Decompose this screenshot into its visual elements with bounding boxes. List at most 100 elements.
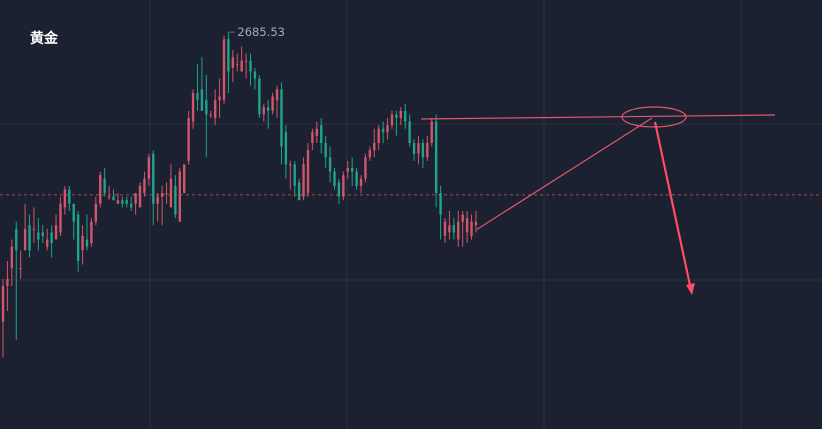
candle-body [324, 143, 327, 158]
candle [461, 210, 464, 247]
candle [381, 121, 385, 143]
candle [85, 214, 89, 251]
candle-body [470, 221, 473, 236]
candle [346, 160, 349, 179]
candle-body [457, 221, 460, 240]
candle-body [333, 171, 336, 186]
candle [421, 139, 425, 169]
candle [328, 146, 332, 183]
candle [15, 221, 18, 340]
candle-body [63, 189, 67, 208]
candle [68, 185, 71, 211]
candle-body [404, 110, 407, 122]
candle-body [452, 225, 456, 233]
candle-body [297, 182, 301, 201]
candle [147, 153, 151, 186]
candle-body [125, 200, 128, 204]
candle-body [76, 214, 80, 261]
candle-body [15, 228, 18, 251]
candle [134, 193, 137, 215]
candle [50, 225, 53, 258]
candle-body [152, 153, 155, 204]
candle [377, 125, 380, 151]
candle-body [386, 125, 389, 133]
candle [90, 218, 93, 247]
candle-body [381, 128, 385, 133]
candle [218, 78, 221, 118]
candle-body [293, 164, 296, 186]
candle [342, 171, 345, 201]
candle [125, 196, 128, 208]
candle-body [275, 89, 279, 101]
projection-up-line [476, 117, 653, 230]
candle [452, 218, 456, 240]
candle [275, 85, 279, 118]
candle [267, 100, 270, 129]
candle [209, 110, 212, 118]
candle-body [81, 235, 84, 251]
chart-title: 黄金 [30, 31, 58, 47]
candle [439, 185, 442, 240]
candle-body [200, 89, 204, 111]
candle-body [289, 164, 292, 166]
candle-body [350, 168, 354, 172]
candle-body [439, 193, 442, 215]
candle [240, 46, 243, 72]
candle-body [373, 143, 376, 151]
candle [262, 103, 265, 122]
candle-body [1, 286, 5, 322]
candle-body [430, 121, 433, 143]
candle [271, 92, 274, 115]
candle [408, 114, 411, 147]
candle-body [85, 239, 89, 247]
candle-body [183, 164, 186, 194]
candle-body [465, 218, 469, 233]
candle-body [284, 132, 288, 165]
candle-body [461, 214, 464, 222]
candle-body [395, 114, 398, 118]
candle-body [236, 64, 239, 66]
candle-body [399, 110, 402, 118]
candle [81, 225, 84, 265]
candle-body [187, 117, 190, 161]
candle-body [129, 203, 133, 208]
candle-body [213, 100, 217, 118]
candle [289, 160, 292, 190]
candle-body [178, 171, 181, 222]
candle-body [426, 143, 429, 158]
candle-body [169, 178, 173, 208]
candle [28, 214, 31, 258]
candle [222, 35, 226, 104]
candle-body [421, 143, 425, 158]
candle-body [271, 96, 274, 111]
arrow-head [686, 283, 695, 295]
candle-body [315, 128, 319, 136]
candle [430, 117, 433, 147]
candle-body [41, 232, 44, 236]
candle-body [355, 171, 358, 186]
candle-body [408, 121, 411, 143]
candle-body [28, 225, 31, 251]
candle [448, 210, 451, 240]
candle [443, 218, 447, 244]
candle [63, 185, 67, 215]
candle [355, 168, 358, 190]
candle [121, 196, 124, 208]
candle [191, 89, 195, 129]
candle [320, 117, 323, 154]
candle [426, 135, 429, 161]
candle [297, 178, 301, 201]
candle-body [253, 71, 257, 79]
candle [116, 193, 120, 204]
candle [152, 150, 155, 226]
candle-body [107, 196, 111, 198]
candle-body [6, 278, 9, 286]
candle [280, 82, 283, 165]
candle-body [156, 196, 159, 204]
candle [76, 210, 80, 272]
candle [94, 196, 98, 226]
candle-body [377, 128, 380, 143]
candle-body [72, 203, 75, 222]
candle-body [342, 175, 345, 197]
candle-body [417, 143, 420, 154]
